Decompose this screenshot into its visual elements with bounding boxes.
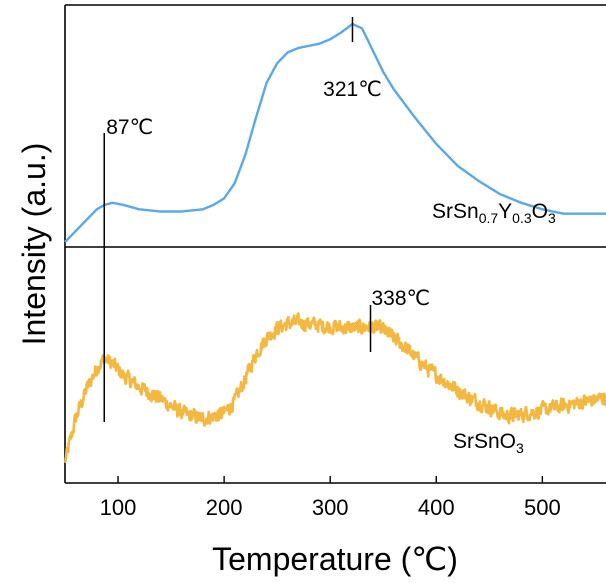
- x-tick-label: 200: [206, 495, 243, 520]
- peak-label: 321℃: [323, 78, 382, 101]
- annotation: 338℃: [369, 287, 431, 352]
- y-axis-label: Intensity (a.u.): [16, 143, 52, 346]
- x-tick-label: 400: [418, 495, 455, 520]
- series-label-subscript: 3: [516, 440, 524, 456]
- x-axis-label: Temperature (℃): [212, 541, 458, 577]
- series-label-subscript: 0.7: [479, 210, 499, 226]
- peak-label: 87℃: [106, 116, 153, 139]
- plot-frame: [64, 4, 606, 484]
- series-label: SrSn0.7Y0.3O3: [432, 200, 556, 226]
- x-tick-label: 500: [524, 495, 561, 520]
- series-line: [63, 312, 606, 464]
- series-label-text: SrSnO: [453, 430, 516, 453]
- x-tick-label: 300: [312, 495, 349, 520]
- series-line: [64, 22, 606, 243]
- series-lines: [63, 22, 606, 464]
- peak-markers: 87℃ 321℃ 338℃: [103, 17, 431, 422]
- annotation: 321℃: [323, 17, 382, 101]
- x-ticks: 100 200 300 400 500: [100, 476, 561, 520]
- peak-label: 338℃: [372, 287, 431, 310]
- series-label: SrSnO3: [453, 430, 524, 456]
- x-tick-label: 100: [100, 495, 137, 520]
- series-label-subscript: 0.3: [512, 210, 532, 226]
- series-label-subscript: 3: [548, 210, 556, 226]
- annotation: 87℃: [103, 116, 153, 422]
- series-label-text: Y: [498, 200, 512, 223]
- series-label-text: O: [532, 200, 548, 223]
- series-label-text: SrSn: [432, 200, 479, 223]
